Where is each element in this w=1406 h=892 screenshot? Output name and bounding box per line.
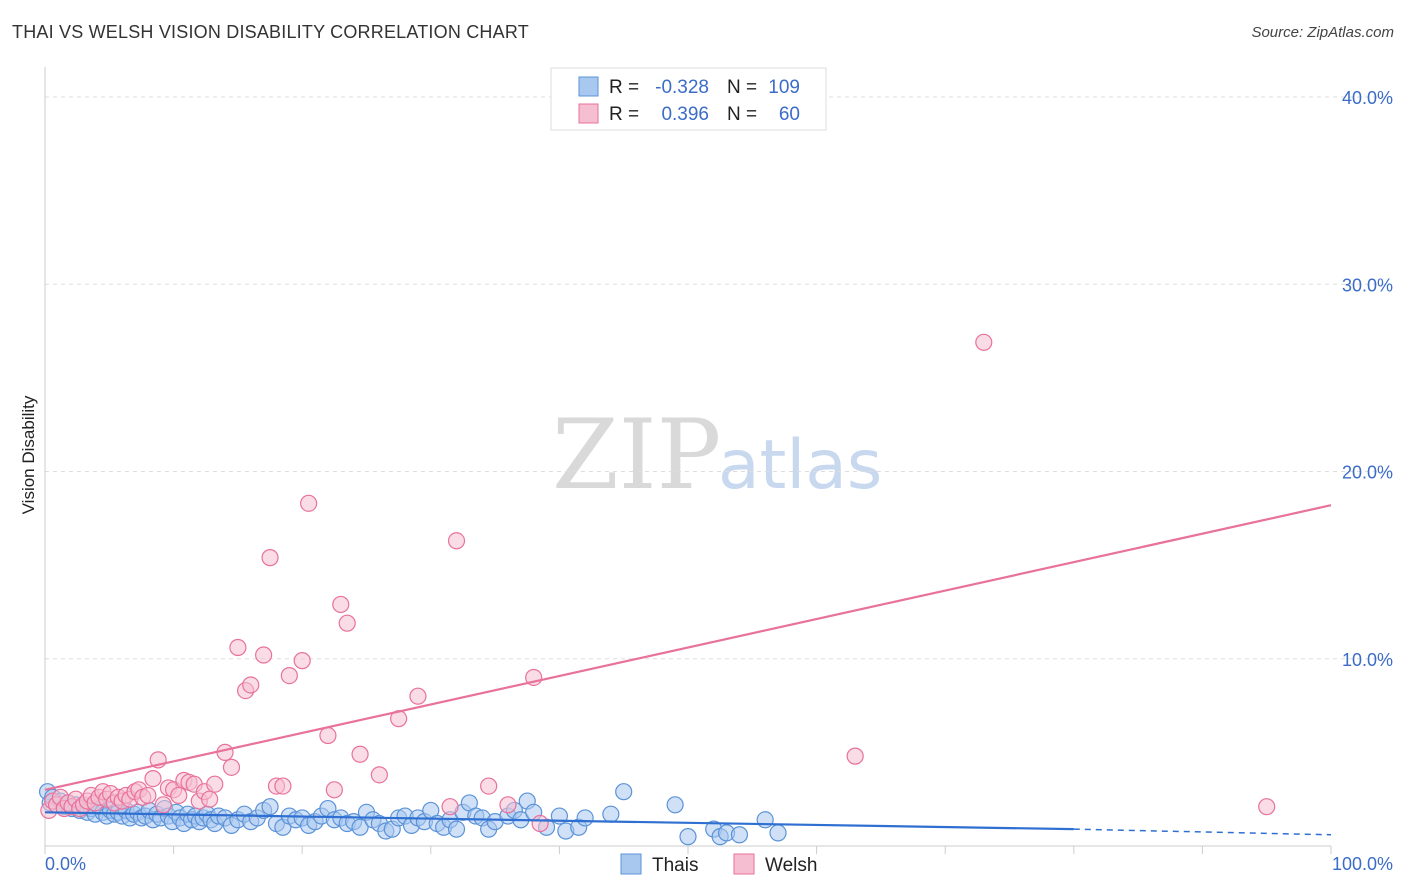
thais-point: [261, 798, 279, 816]
chart-title: THAI VS WELSH VISION DISABILITY CORRELAT…: [12, 22, 529, 42]
welsh-point: [139, 786, 157, 805]
thais-point: [447, 820, 466, 838]
x-tick-label-max: 100.0%: [1332, 854, 1393, 874]
thais-swatch: [620, 853, 642, 875]
thais-point: [602, 805, 620, 823]
welsh-r-label: R =: [609, 104, 639, 125]
correlation-legend: R = -0.328 N = 109 R = 0.396 N = 60: [550, 67, 827, 131]
thais-n-label: N =: [727, 77, 757, 98]
welsh-point: [447, 532, 466, 550]
welsh-point: [846, 747, 864, 765]
thais-r-label: R =: [609, 77, 639, 98]
welsh-n-value: 60: [779, 104, 800, 125]
welsh-point: [338, 614, 356, 632]
welsh-n-label: N =: [727, 104, 757, 125]
welsh-point: [409, 687, 427, 705]
welsh-point: [332, 595, 350, 614]
watermark-atlas: atlas: [718, 426, 882, 505]
thais-legend-label: Thais: [652, 855, 698, 876]
welsh-point: [975, 333, 993, 351]
grid-lines: [45, 96, 1391, 660]
welsh-point: [222, 758, 241, 776]
welsh-point: [144, 769, 162, 788]
y-tick-labels: 10.0% 20.0% 30.0% 40.0%: [1342, 88, 1393, 670]
welsh-point: [206, 775, 224, 793]
welsh-point: [274, 777, 292, 795]
welsh-point: [255, 646, 273, 664]
welsh-point: [370, 766, 388, 784]
thais-trend-extension: [1073, 828, 1332, 836]
welsh-point: [325, 781, 343, 799]
y-axis-label: Vision Disability: [19, 395, 38, 514]
welsh-trend-line: [44, 504, 1332, 791]
welsh-point: [319, 726, 337, 745]
welsh-point: [293, 652, 311, 670]
welsh-swatch: [733, 853, 755, 875]
x-tick-label-min: 0.0%: [45, 854, 86, 874]
thais-point: [756, 811, 774, 829]
welsh-point: [300, 494, 318, 512]
y-tick-label-10: 10.0%: [1342, 650, 1393, 670]
y-tick-label-30: 30.0%: [1342, 275, 1393, 295]
welsh-point: [216, 743, 234, 761]
thais-trend-line: [44, 811, 1074, 831]
welsh-r-value: 0.396: [661, 104, 709, 125]
welsh-point: [1258, 798, 1276, 816]
welsh-point: [154, 796, 172, 814]
trend-lines: [44, 504, 1332, 836]
welsh-point: [480, 777, 498, 795]
welsh-point: [531, 814, 549, 833]
thais-point: [730, 826, 749, 844]
thais-point: [769, 824, 787, 842]
welsh-legend-label: Welsh: [765, 855, 817, 876]
welsh-point: [441, 798, 459, 816]
thais-point: [679, 828, 697, 846]
welsh-point: [170, 786, 188, 805]
welsh-points: [40, 88, 1276, 833]
welsh-point: [242, 676, 260, 694]
welsh-point: [499, 796, 517, 814]
welsh-point: [351, 745, 369, 763]
thais-n-value: 109: [768, 77, 800, 98]
source-label: Source: ZipAtlas.com: [1251, 24, 1394, 41]
welsh-legend-swatch: [578, 103, 599, 124]
thais-point: [351, 818, 369, 836]
thais-point: [666, 796, 684, 814]
welsh-point: [201, 790, 219, 808]
series-legend: Thais Welsh: [620, 853, 817, 876]
thais-r-value: -0.328: [655, 77, 709, 98]
watermark-zip: ZIP: [552, 399, 721, 511]
welsh-point: [261, 549, 279, 567]
thais-point: [576, 809, 594, 827]
thais-point: [615, 783, 633, 801]
welsh-point: [229, 638, 247, 657]
thais-legend-swatch: [578, 76, 599, 97]
x-tick-labels: 0.0% 100.0%: [45, 854, 1393, 874]
axes: [44, 67, 1332, 854]
welsh-point: [280, 667, 298, 685]
y-tick-label-20: 20.0%: [1342, 463, 1393, 483]
y-tick-label-40: 40.0%: [1342, 88, 1393, 108]
